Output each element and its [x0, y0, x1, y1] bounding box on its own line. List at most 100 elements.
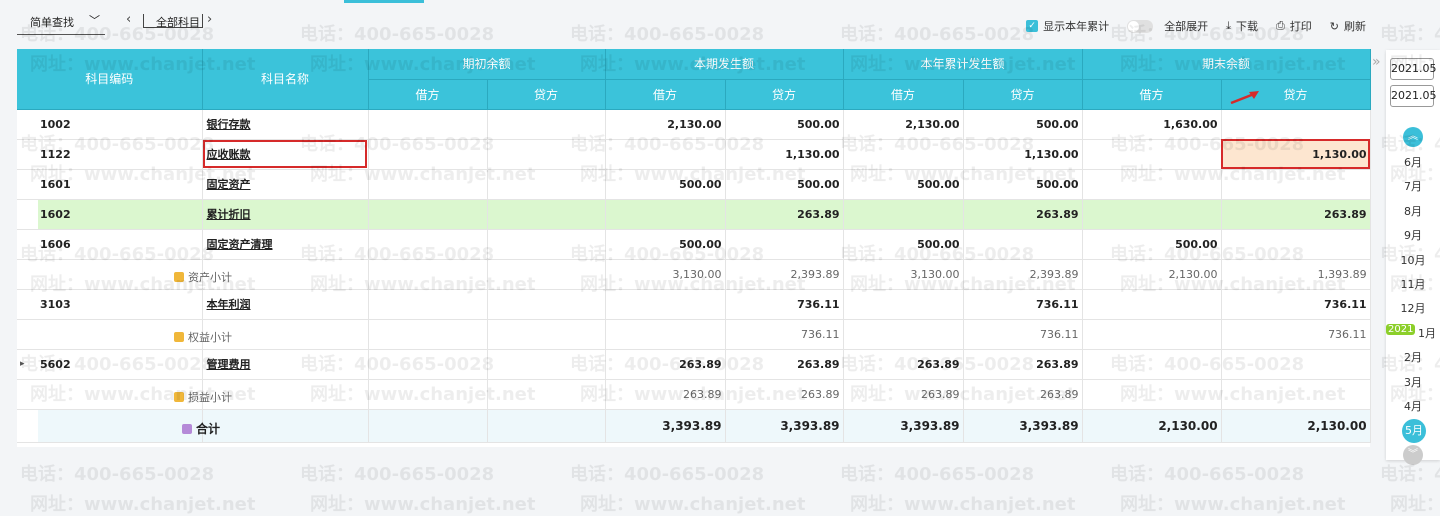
account-code: 权益小计	[17, 319, 232, 350]
subtotal-row[interactable]: 权益小计 736.11 736.11 736.11	[17, 319, 1371, 350]
amount-cell	[843, 199, 964, 230]
amount-cell: 3,130.00	[605, 259, 726, 290]
scroll-down-icon[interactable]: ︾	[1403, 445, 1423, 465]
amount-cell: 500.00	[605, 169, 726, 200]
amount-cell	[1082, 379, 1222, 410]
simple-search-dropdown[interactable]: 简单查找 ﹀	[17, 14, 105, 35]
amount-cell: 1,630.00	[1082, 109, 1222, 140]
toolbar: 简单查找 ﹀ ‹ 全部科目 › ✓ 显示本年累计 全部展开 ⤓ 下载 ⎙ 打印 ↻ 刷新	[0, 8, 1440, 38]
month-item[interactable]: 10月	[1400, 253, 1426, 267]
amount-cell: 736.11	[1221, 319, 1371, 350]
scroll-up-icon[interactable]: ︽	[1403, 127, 1423, 147]
month-item[interactable]: 2月	[1404, 351, 1422, 365]
account-code: 1606	[17, 229, 203, 260]
amount-cell	[368, 409, 488, 443]
month-item[interactable]: 1月	[1418, 326, 1436, 340]
start-period-input[interactable]: 2021.05	[1390, 58, 1437, 80]
amount-cell	[1082, 139, 1222, 170]
print-label: 打印	[1289, 20, 1312, 33]
account-name[interactable]: 银行存款	[202, 109, 369, 140]
month-item[interactable]: 8月	[1404, 204, 1422, 218]
amount-cell: 500.00	[843, 169, 964, 200]
table-row[interactable]: 1606 固定资产清理 500.00 500.00 500.00	[17, 229, 1371, 260]
amount-cell: 263.89	[963, 379, 1083, 410]
amount-cell: 3,393.89	[725, 409, 844, 443]
table-row[interactable]: 1601 固定资产 500.00 500.00 500.00 500.00	[17, 169, 1371, 200]
watermark-phone: 电话：400-665-0028	[1110, 464, 1305, 485]
watermark-site: 网址：www.chanjet.net	[850, 494, 1076, 515]
chevron-down-icon: ﹀	[89, 14, 100, 27]
month-item[interactable]: 12月	[1400, 302, 1426, 316]
month-item[interactable]: 9月	[1404, 229, 1422, 243]
watermark-site: 网址：www.chanjet.net	[1390, 494, 1440, 515]
header-debit: 借方	[1082, 79, 1222, 110]
amount-cell	[487, 169, 606, 200]
code-text: 1122	[40, 147, 71, 161]
watermark-phone: 电话：400-665-0028	[840, 464, 1035, 485]
amount-cell: 263.89	[725, 349, 844, 380]
table-row[interactable]: 1122 应收账款 1,130.00 1,130.00 1,130.00	[17, 139, 1371, 170]
show-year-checkbox[interactable]: ✓ 显示本年累计	[1026, 18, 1109, 34]
code-text: 1602	[40, 207, 71, 221]
amount-cell	[368, 259, 488, 290]
subject-selector[interactable]: 全部科目	[143, 14, 203, 29]
amount-cell: 736.11	[963, 289, 1083, 320]
amount-cell: 263.89	[1221, 199, 1371, 230]
amount-cell	[1082, 319, 1222, 350]
amount-cell	[963, 229, 1083, 260]
amount-cell: 3,393.89	[605, 409, 726, 443]
account-code: 损益小计	[17, 379, 232, 410]
table-row[interactable]: 3103 本年利润 736.11 736.11 736.11	[17, 289, 1371, 320]
amount-cell	[1082, 199, 1222, 230]
amount-cell	[368, 199, 488, 230]
table-row[interactable]: 1602 累计折旧 263.89 263.89 263.89	[17, 199, 1371, 230]
refresh-button[interactable]: ↻ 刷新	[1330, 18, 1366, 34]
month-item[interactable]: 11月	[1400, 278, 1426, 291]
account-name[interactable]: 累计折旧	[202, 199, 369, 230]
account-name[interactable]: 应收账款	[202, 139, 369, 170]
account-name[interactable]: 固定资产清理	[202, 229, 369, 260]
amount-cell	[368, 169, 488, 200]
subtotal-icon	[174, 391, 184, 402]
total-icon	[182, 423, 192, 434]
expand-all-toggle[interactable]: 全部展开	[1127, 18, 1208, 34]
amount-cell	[605, 139, 726, 170]
amount-cell: 736.11	[725, 289, 844, 320]
account-name[interactable]: 本年利润	[202, 289, 369, 320]
account-code: 1601	[17, 169, 203, 200]
amount-cell	[1082, 169, 1222, 200]
balance-table: 科目编码 科目名称 期初余额 本期发生额 本年累计发生额 期末余额 借方 贷方 借方…	[17, 49, 1371, 447]
amount-cell: 500.00	[725, 109, 844, 140]
table-row[interactable]: 1002 银行存款 2,130.00 500.00 2,130.00 500.00 1,63…	[17, 109, 1371, 140]
expand-icon[interactable]: ▸	[20, 358, 25, 369]
collapse-panel-icon[interactable]: »	[1372, 54, 1381, 70]
amount-cell	[368, 349, 488, 380]
print-button[interactable]: ⎙ 打印	[1276, 18, 1312, 34]
watermark-site: 网址：www.chanjet.net	[30, 494, 256, 515]
table-row[interactable]: ▸ 5602 管理费用 263.89 263.89 263.89 263.89	[17, 349, 1371, 380]
chevron-left-icon[interactable]: ‹	[126, 12, 132, 27]
download-button[interactable]: ⤓ 下载	[1226, 18, 1258, 34]
month-item[interactable]: 7月	[1404, 180, 1422, 194]
month-item[interactable]: 3月	[1404, 375, 1422, 389]
month-item[interactable]: 4月	[1404, 400, 1422, 413]
account-code: 3103	[17, 289, 203, 320]
code-text: 3103	[40, 297, 71, 311]
end-period-input[interactable]: 2021.05	[1390, 85, 1437, 107]
amount-cell: 263.89	[725, 199, 844, 230]
amount-cell	[1082, 349, 1222, 380]
account-name[interactable]: 管理费用	[202, 349, 369, 380]
amount-cell: 736.11	[963, 319, 1083, 350]
month-selected[interactable]: 5月	[1402, 419, 1426, 443]
subtotal-label: 资产小计	[188, 270, 232, 284]
amount-cell	[487, 319, 606, 350]
chevron-right-icon[interactable]: ›	[207, 12, 213, 27]
subtotal-row[interactable]: 损益小计 263.89 263.89 263.89 263.89	[17, 379, 1371, 410]
month-item[interactable]: 6月	[1404, 156, 1422, 169]
subtotal-row[interactable]: 资产小计 3,130.00 2,393.89 3,130.00 2,393.89 2,13…	[17, 259, 1371, 290]
amount-cell	[368, 289, 488, 320]
header-debit: 借方	[368, 79, 488, 110]
account-name[interactable]: 固定资产	[202, 169, 369, 200]
amount-cell: 3,130.00	[843, 259, 964, 290]
total-row[interactable]: 合计 3,393.89 3,393.89 3,393.89 3,393.89 2,130.…	[17, 409, 1371, 443]
